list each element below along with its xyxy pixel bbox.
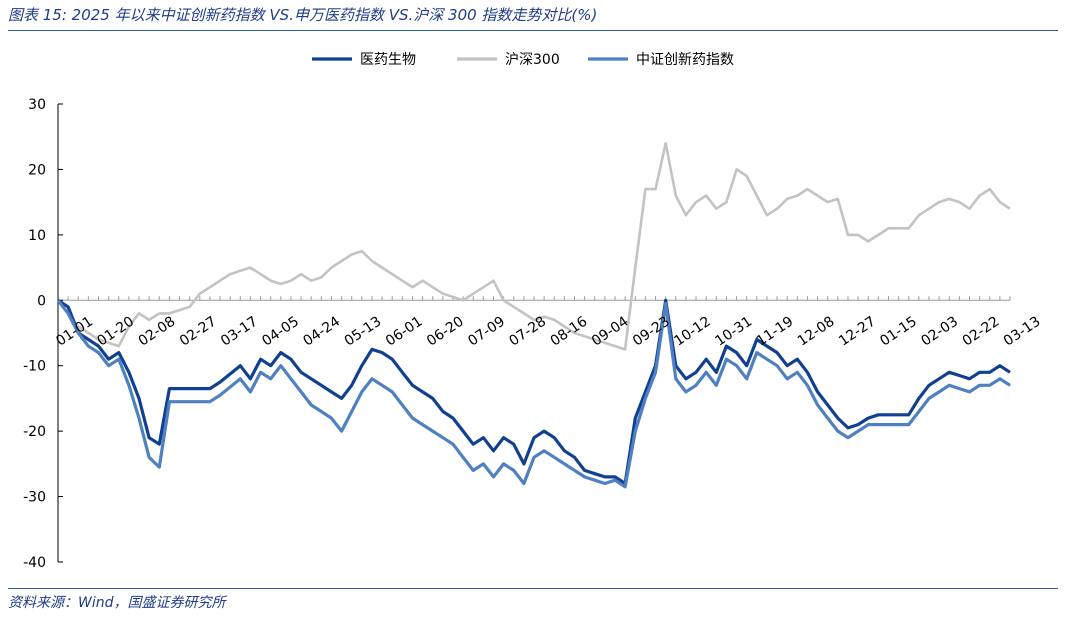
y-tick-label: -30 [23, 490, 46, 506]
x-tick-label: 02-22 [960, 314, 1003, 350]
legend: 医药生物 沪深300 中证创新药指数 [312, 52, 734, 68]
y-tick-label: -10 [23, 359, 46, 375]
x-tick-label: 02-27 [177, 314, 220, 350]
legend-label-2: 中证创新药指数 [636, 52, 734, 68]
bottom-rule [8, 588, 1058, 589]
top-rule [8, 30, 1058, 31]
x-tick-label: 01-01 [53, 314, 96, 350]
x-tick-label: 10-31 [712, 314, 755, 350]
x-tick-label: 02-08 [136, 314, 179, 350]
series-line-2 [56, 299, 1011, 489]
x-tick-label: 06-01 [383, 314, 426, 350]
line-chart: 医药生物 沪深300 中证创新药指数 30 20 10 0 -10 -20 -30 -40 01-… [23, 52, 1044, 571]
zero-line-dots [57, 296, 1011, 301]
x-tick-label: 04-05 [259, 314, 302, 350]
x-tick-label: 11-19 [754, 314, 797, 350]
figure-title: 图表 15: 2025 年以来中证创新药指数 VS.申万医药指数 VS.沪深 3… [8, 6, 598, 24]
legend-label-0: 医药生物 [360, 52, 416, 68]
x-tick-label: 10-12 [671, 314, 714, 350]
x-tick-label: 02-03 [918, 314, 961, 350]
x-tick-label: 07-28 [506, 314, 549, 350]
y-axis: 30 20 10 0 -10 -20 -30 -40 [23, 97, 63, 571]
y-tick-label: 30 [28, 97, 46, 113]
x-tick-label: 07-09 [465, 314, 508, 350]
x-tick-label: 01-15 [877, 314, 920, 350]
y-tick-label: 20 [28, 162, 46, 178]
legend-label-1: 沪深300 [505, 52, 560, 68]
x-tick-label: 04-24 [300, 314, 343, 350]
y-tick-label: -40 [23, 555, 46, 571]
x-tick-label: 03-17 [218, 314, 261, 350]
series-lines [56, 142, 1011, 489]
x-tick-label: 12-08 [795, 314, 838, 350]
x-tick-label: 09-23 [630, 314, 673, 350]
series-line-0 [57, 298, 1011, 486]
x-tick-label: 05-13 [342, 314, 385, 350]
y-tick-label: -20 [23, 424, 46, 440]
y-tick-label: 0 [37, 293, 46, 309]
series-line-1 [56, 142, 1011, 351]
y-tick-label: 10 [28, 228, 46, 244]
x-tick-label: 12-27 [836, 314, 879, 350]
source-note: 资料来源：Wind，国盛证券研究所 [8, 595, 226, 611]
x-tick-label: 03-13 [1001, 314, 1044, 350]
x-tick-label: 06-20 [424, 314, 467, 350]
